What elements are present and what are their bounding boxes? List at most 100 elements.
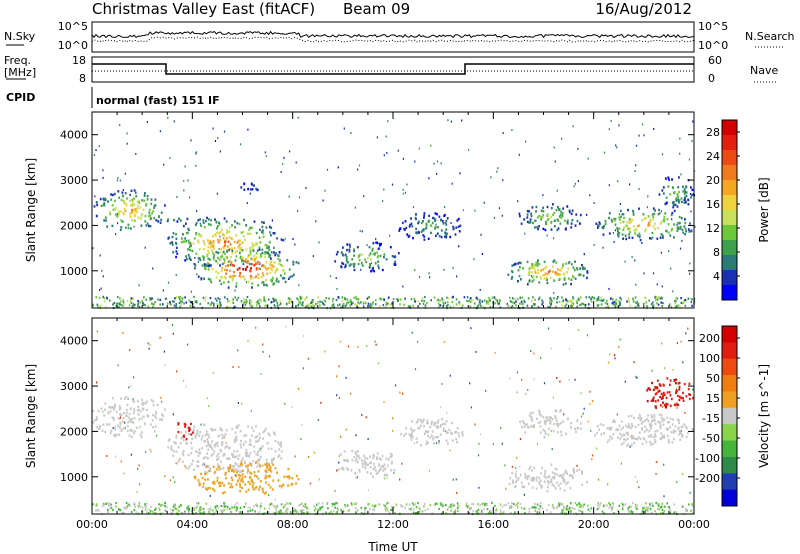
noise-cell (383, 401, 385, 403)
noise-cell (635, 375, 637, 378)
echo-cell-9 (625, 224, 628, 227)
echo-cell-6 (440, 229, 443, 232)
noise-cell (386, 477, 388, 480)
ground-scatter-cell (367, 302, 370, 305)
ground-scatter-cell (115, 505, 117, 508)
ground-scatter-cell (578, 298, 580, 302)
noise-cell (162, 289, 164, 292)
echo-cell-5 (436, 426, 439, 429)
ground-scatter-cell (539, 506, 542, 509)
echo-cell-2 (233, 246, 236, 250)
echo-cell-3 (230, 255, 232, 259)
echo-cell-2 (223, 241, 226, 244)
ground-scatter-cell (307, 511, 309, 514)
echo-cell-3 (295, 482, 297, 485)
echo-cell-6 (438, 235, 441, 238)
echo-cell-0 (143, 422, 146, 425)
noise-cell (401, 462, 403, 465)
ground-scatter-cell (611, 298, 614, 301)
echo-cell-1 (239, 465, 241, 468)
echo-cell-6 (442, 222, 445, 225)
noise-cell (458, 245, 460, 248)
echo-cell-0 (136, 207, 139, 211)
echo-cell-1 (222, 467, 225, 470)
echo-cell-8 (540, 218, 543, 221)
echo-cell-8 (678, 429, 681, 433)
ground-scatter-cell (387, 302, 389, 305)
echo-cell-6 (422, 229, 425, 232)
echo-cell-7 (567, 267, 570, 270)
echo-cell-2 (226, 237, 228, 240)
echo-cell-8 (562, 207, 565, 210)
echo-cell-8 (669, 426, 672, 429)
echo-cell-5 (431, 420, 433, 423)
echo-cell-2 (227, 260, 230, 263)
echo-cell-3 (266, 463, 268, 466)
noise-cell (391, 183, 394, 186)
echo-cell-8 (542, 216, 544, 219)
echo-cell-2 (226, 245, 229, 248)
echo-cell-8 (650, 427, 652, 430)
echo-cell-3 (270, 470, 273, 473)
echo-cell-1 (206, 432, 209, 436)
echo-cell-3 (258, 261, 260, 264)
ground-scatter-cell (374, 504, 377, 507)
ground-scatter-cell (209, 506, 212, 509)
ground-scatter-cell (415, 512, 417, 515)
ground-scatter-cell (511, 502, 513, 505)
noise-cell (480, 233, 482, 236)
ground-scatter-cell (509, 506, 511, 509)
noise-cell (430, 144, 432, 147)
echo-cell-1 (220, 450, 222, 453)
echo-cell-9 (680, 396, 683, 400)
echo-cell-0 (137, 216, 140, 219)
echo-cell-9 (676, 222, 679, 225)
echo-cell-2 (255, 231, 258, 235)
echo-cell-8 (638, 413, 641, 417)
ground-scatter-cell (675, 305, 678, 308)
echo-cell-1 (215, 442, 217, 445)
echo-cell-2 (198, 248, 201, 251)
echo-cell-7 (579, 273, 582, 276)
ground-scatter-cell (627, 507, 630, 510)
echo-cell-2 (222, 237, 225, 240)
echo-cell-8 (621, 420, 623, 423)
echo-cell-8 (637, 416, 640, 420)
freq-panel: Freq. [MHz] 18 8 60 0 Nave (4, 54, 778, 85)
echo-cell-2 (251, 247, 254, 251)
ground-scatter-cell (596, 298, 599, 301)
echo-cell-7 (563, 276, 566, 280)
ground-scatter-cell (668, 303, 671, 306)
echo-cell-5 (451, 432, 454, 435)
echo-cell-8 (623, 438, 625, 441)
echo-cell-5 (356, 246, 359, 249)
echo-cell-2 (249, 226, 252, 229)
echo-cell-2 (264, 243, 267, 247)
echo-cell-7 (556, 268, 559, 271)
noise-cell (402, 392, 404, 395)
noise-cell (126, 132, 128, 135)
echo-cell-3 (263, 492, 266, 495)
ground-scatter-cell (239, 510, 241, 514)
echo-cell-2 (233, 240, 236, 244)
ground-scatter-cell (337, 304, 339, 307)
ground-scatter-cell (394, 512, 396, 515)
echo-cell-8 (672, 429, 675, 432)
ground-scatter-cell (571, 300, 574, 303)
echo-cell-0 (101, 429, 104, 432)
echo-cell-3 (276, 277, 278, 281)
ground-scatter-cell (331, 300, 334, 303)
noise-cell (530, 275, 532, 277)
echo-cell-0 (95, 201, 98, 204)
echo-cell-6 (430, 231, 432, 235)
echo-cell-5 (369, 252, 372, 255)
ground-scatter-cell (658, 508, 660, 511)
echo-cell-8 (622, 426, 624, 429)
noise-cell (547, 327, 550, 330)
echo-cell-0 (114, 207, 117, 211)
echo-cell-2 (175, 255, 177, 259)
echo-cell-4 (338, 454, 341, 458)
ground-scatter-cell (115, 304, 118, 308)
ground-scatter-cell (138, 506, 140, 509)
ground-scatter-cell (321, 301, 323, 304)
